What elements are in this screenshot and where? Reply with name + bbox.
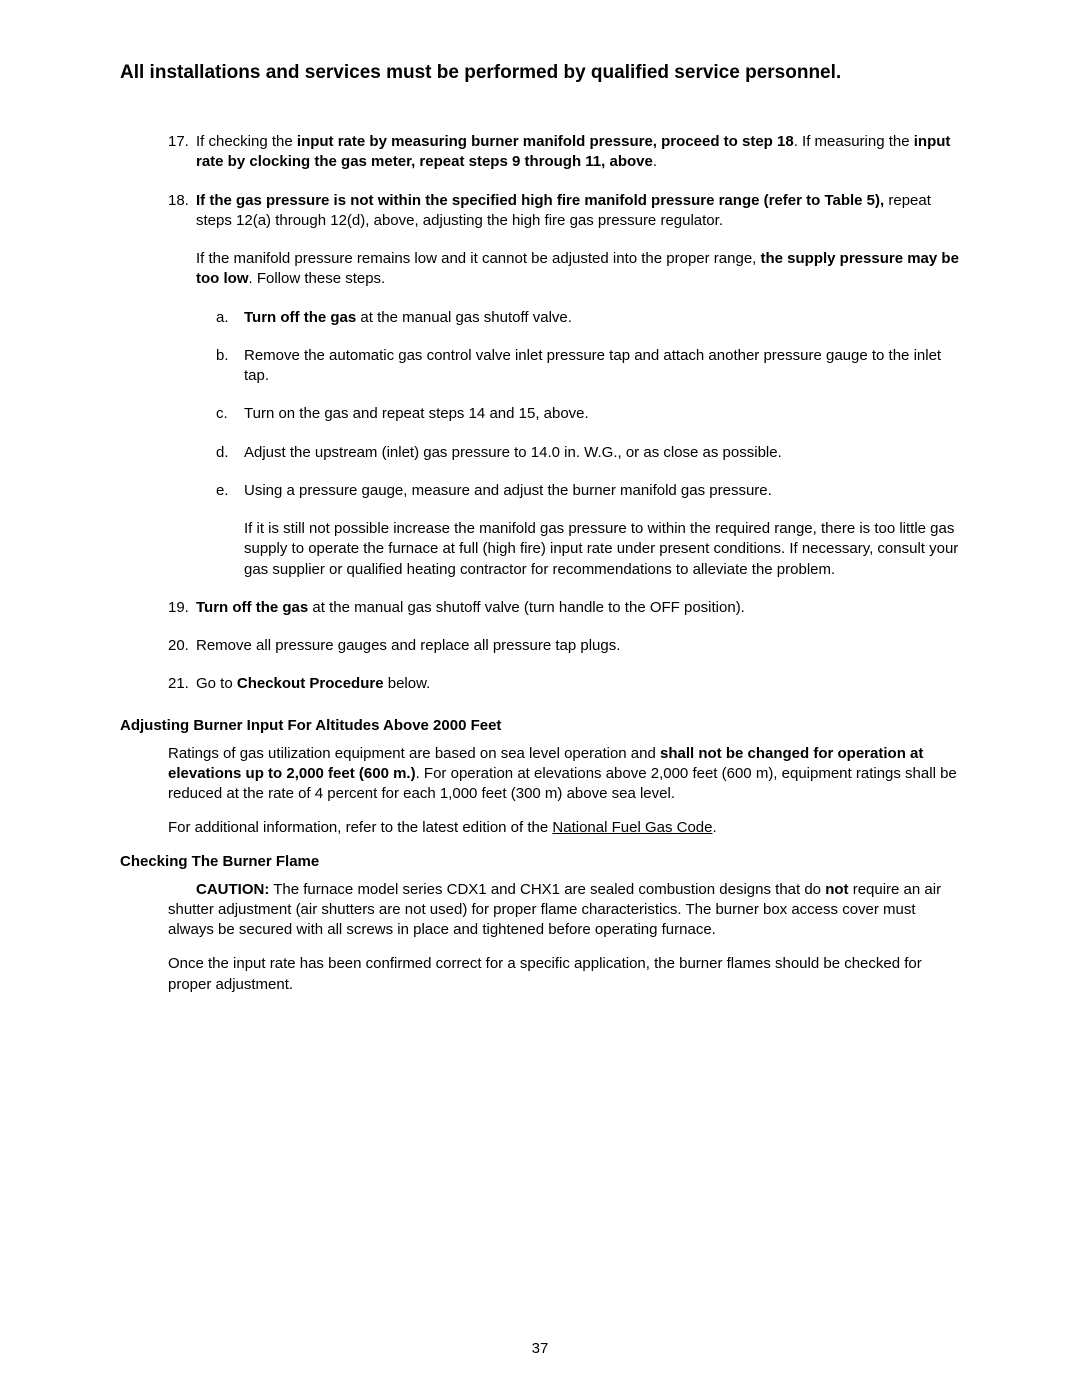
step-text: If the gas pressure is not within the sp…: [196, 192, 931, 229]
step-20: 20. Remove all pressure gauges and repla…: [168, 636, 960, 656]
substep-c: c. Turn on the gas and repeat steps 14 a…: [216, 404, 960, 424]
substep-a: a. Turn off the gas at the manual gas sh…: [216, 308, 960, 328]
step-18-substeps: a. Turn off the gas at the manual gas sh…: [216, 308, 960, 580]
substep-letter: c.: [216, 404, 228, 424]
substep-b: b. Remove the automatic gas control valv…: [216, 346, 960, 387]
flame-heading: Checking The Burner Flame: [120, 853, 960, 870]
substep-text: Remove the automatic gas control valve i…: [244, 347, 941, 384]
altitude-para-1: Ratings of gas utilization equipment are…: [168, 744, 960, 805]
substep-d: d. Adjust the upstream (inlet) gas press…: [216, 443, 960, 463]
substep-letter: b.: [216, 346, 229, 366]
step-17: 17. If checking the input rate by measur…: [168, 132, 960, 173]
substep-text: Adjust the upstream (inlet) gas pressure…: [244, 444, 782, 461]
step-number: 19.: [168, 598, 189, 618]
substep-letter: e.: [216, 481, 229, 501]
flame-caution: CAUTION: The furnace model series CDX1 a…: [168, 880, 960, 941]
substep-text: Turn on the gas and repeat steps 14 and …: [244, 405, 589, 422]
flame-para-2: Once the input rate has been confirmed c…: [168, 954, 960, 995]
step-text: Remove all pressure gauges and replace a…: [196, 637, 620, 654]
step-number: 21.: [168, 674, 189, 694]
flame-body: CAUTION: The furnace model series CDX1 a…: [168, 880, 960, 995]
altitude-heading: Adjusting Burner Input For Altitudes Abo…: [120, 717, 960, 734]
substep-text: at the manual gas shutoff valve.: [356, 309, 572, 326]
step-number: 18.: [168, 191, 189, 211]
substep-e: e. Using a pressure gauge, measure and a…: [216, 481, 960, 580]
substep-text: Using a pressure gauge, measure and adju…: [244, 482, 772, 499]
substep-e-explanation: If it is still not possible increase the…: [244, 519, 960, 580]
step-18: 18. If the gas pressure is not within th…: [168, 191, 960, 580]
step-21: 21. Go to Checkout Procedure below.: [168, 674, 960, 694]
substep-letter: d.: [216, 443, 229, 463]
step-bold: Turn off the gas: [196, 599, 308, 616]
altitude-para-2: For additional information, refer to the…: [168, 818, 960, 838]
step-number: 17.: [168, 132, 189, 152]
code-reference: National Fuel Gas Code: [552, 819, 712, 836]
step-number: 20.: [168, 636, 189, 656]
substep-letter: a.: [216, 308, 229, 328]
altitude-body: Ratings of gas utilization equipment are…: [168, 744, 960, 839]
page-number: 37: [0, 1340, 1080, 1357]
step-19: 19. Turn off the gas at the manual gas s…: [168, 598, 960, 618]
caution-label: CAUTION:: [196, 881, 269, 898]
page-title: All installations and services must be p…: [120, 62, 960, 84]
substep-bold: Turn off the gas: [244, 309, 356, 326]
step-18-note: If the manifold pressure remains low and…: [196, 249, 960, 290]
main-steps-list: 17. If checking the input rate by measur…: [168, 132, 960, 695]
step-text: at the manual gas shutoff valve (turn ha…: [308, 599, 745, 616]
step-text: If checking the input rate by measuring …: [196, 133, 950, 170]
step-text: Go to Checkout Procedure below.: [196, 675, 430, 692]
page: All installations and services must be p…: [0, 0, 1080, 1397]
